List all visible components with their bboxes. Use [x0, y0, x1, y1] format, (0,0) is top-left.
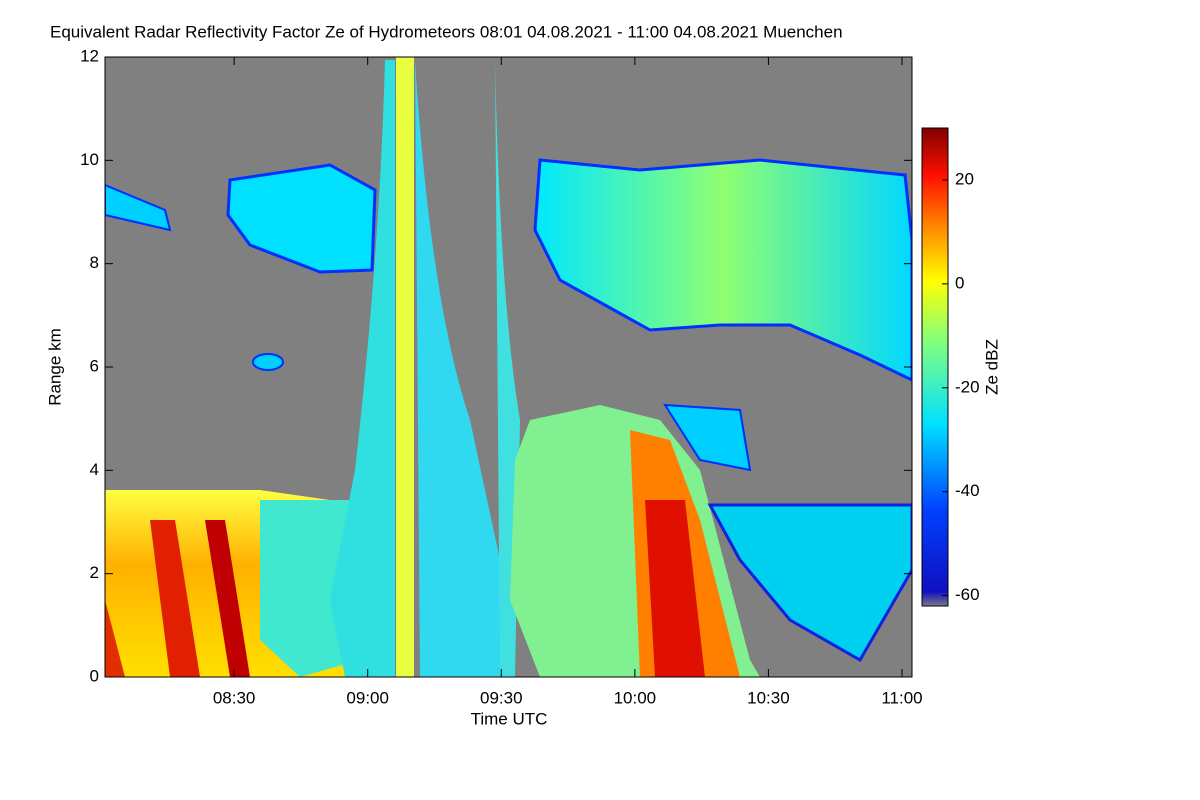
- cloud: [226, 163, 377, 274]
- plume: [330, 60, 395, 677]
- cloud: [707, 503, 912, 663]
- cloud: [533, 158, 912, 382]
- x-tick-label: 11:00: [881, 688, 922, 707]
- colorbar-tick-label: -20: [955, 377, 980, 396]
- x-tick-label: 09:00: [346, 688, 389, 707]
- y-tick-label: 10: [80, 150, 99, 169]
- cloud: [105, 600, 125, 677]
- colorbar-tick-label: 20: [955, 169, 974, 188]
- x-axis-label: Time UTC: [471, 709, 548, 728]
- y-axis-label: Range km: [45, 328, 64, 405]
- colorbar: [921, 127, 949, 607]
- cloud: [252, 353, 284, 371]
- x-tick-label: 10:00: [614, 688, 657, 707]
- cloud: [663, 403, 752, 472]
- cloud: [150, 520, 200, 677]
- cloud: [645, 500, 705, 677]
- y-tick-label: 4: [90, 460, 99, 479]
- y-tick-label: 6: [90, 356, 99, 375]
- reflectivity-field: [105, 57, 912, 677]
- colorbar-tick-label: -40: [955, 481, 980, 500]
- cloud: [105, 183, 172, 232]
- y-tick-label: 12: [80, 46, 99, 65]
- colorbar-label: Ze dBZ: [982, 339, 1001, 395]
- y-tick-label: 8: [90, 253, 99, 272]
- chart-title: Equivalent Radar Reflectivity Factor Ze …: [50, 22, 843, 41]
- plume: [415, 60, 510, 677]
- plume: [396, 57, 414, 677]
- cloud: [205, 520, 250, 677]
- x-tick-label: 10:30: [747, 688, 790, 707]
- colorbar-tick-label: -60: [955, 585, 980, 604]
- x-tick-label: 09:30: [480, 688, 523, 707]
- x-tick-label: 08:30: [213, 688, 256, 707]
- colorbar-tick-label: 0: [955, 273, 964, 292]
- y-tick-label: 0: [90, 666, 99, 685]
- y-tick-label: 2: [90, 563, 99, 582]
